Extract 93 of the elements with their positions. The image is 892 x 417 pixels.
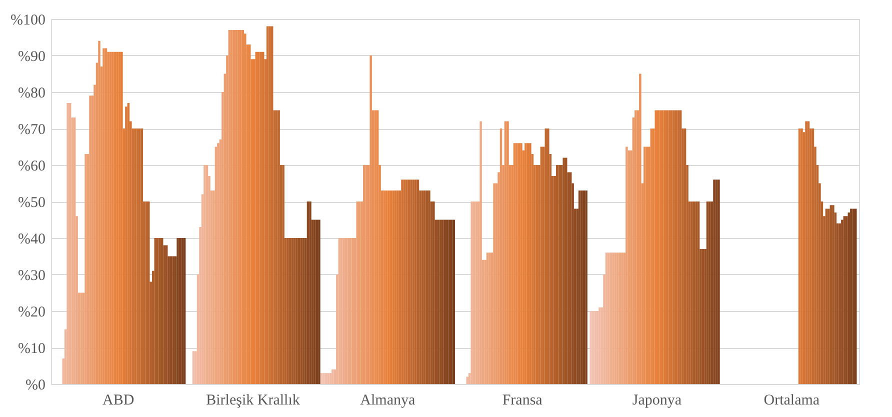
y-tick-label: %90: [18, 49, 46, 65]
bar: [668, 110, 670, 384]
bar: [547, 128, 550, 384]
bar: [428, 190, 430, 384]
bar: [516, 143, 518, 384]
bar: [291, 238, 294, 384]
bar: [282, 165, 284, 384]
bar: [120, 52, 123, 384]
bar: [690, 202, 693, 384]
bar: [432, 202, 435, 384]
bar: [841, 220, 844, 384]
bar: [176, 238, 179, 384]
bar: [116, 52, 118, 384]
bar: [365, 165, 368, 384]
bar: [240, 30, 242, 384]
bar: [112, 52, 114, 384]
y-tick-label: %40: [18, 232, 46, 248]
x-tick-label: Fransa: [502, 392, 543, 408]
x-tick-label: Japonya: [632, 392, 682, 408]
x-tick-label: ABD: [102, 392, 134, 408]
bar: [493, 183, 496, 384]
bar: [470, 202, 473, 384]
bar: [318, 220, 320, 384]
bar: [677, 110, 680, 384]
bar: [718, 180, 720, 384]
bar: [442, 220, 444, 384]
bar: [562, 158, 565, 384]
bar: [580, 190, 583, 384]
y-tick-label: %30: [18, 268, 46, 284]
x-tick-label: Ortalama: [764, 392, 820, 408]
bar: [84, 154, 87, 384]
bar: [800, 128, 803, 384]
bar: [406, 180, 408, 384]
bar: [278, 110, 280, 384]
bar: [401, 180, 404, 384]
bar: [388, 190, 390, 384]
bar: [695, 202, 698, 384]
bar: [286, 238, 289, 384]
bar: [134, 128, 136, 384]
y-tick-label: %50: [18, 195, 46, 211]
bar: [268, 26, 271, 384]
bar: [832, 205, 834, 384]
bar: [466, 376, 468, 384]
bar: [148, 202, 150, 384]
bar: [854, 208, 857, 384]
bar: [828, 208, 830, 384]
bar: [846, 216, 848, 384]
bar: [396, 190, 399, 384]
bar: [639, 74, 642, 384]
bar: [255, 52, 258, 384]
bar: [383, 190, 386, 384]
y-tick-label: %0: [26, 378, 46, 394]
bar: [520, 143, 522, 384]
x-tick-label: Almanya: [360, 392, 416, 408]
bar: [713, 180, 716, 384]
bar: [644, 146, 646, 384]
bar: [66, 102, 69, 384]
bar: [296, 238, 298, 384]
bar: [374, 110, 376, 384]
y-tick-label: %80: [18, 86, 46, 102]
bar: [480, 121, 482, 384]
bar: [672, 110, 675, 384]
bar: [172, 256, 174, 384]
y-tick-label: %70: [18, 122, 46, 138]
y-tick-label: %60: [18, 158, 46, 174]
bar: [524, 143, 527, 384]
bar: [320, 373, 323, 384]
bar: [410, 180, 412, 384]
bar: [125, 106, 128, 384]
y-tick-label: %20: [18, 304, 46, 320]
y-tick-label: %10: [18, 341, 46, 357]
bar: [590, 311, 592, 384]
bar: [437, 220, 440, 384]
y-tick-label: %100: [10, 12, 46, 28]
bar: [529, 143, 532, 384]
bar: [392, 190, 394, 384]
bar: [414, 180, 417, 384]
bar: [138, 128, 141, 384]
bar: [181, 238, 184, 384]
bar: [314, 220, 316, 384]
bar: [154, 238, 156, 384]
bar: [424, 190, 426, 384]
bar: [626, 146, 628, 384]
bar: [708, 202, 711, 384]
x-tick-label: Birleşik Krallık: [206, 392, 300, 408]
bar: [235, 30, 238, 384]
bar: [370, 56, 372, 384]
bar: [309, 202, 312, 384]
bar: [585, 190, 588, 384]
bar: [244, 34, 246, 384]
bar: [300, 238, 302, 384]
bar: [248, 44, 251, 384]
bar: [805, 121, 808, 384]
